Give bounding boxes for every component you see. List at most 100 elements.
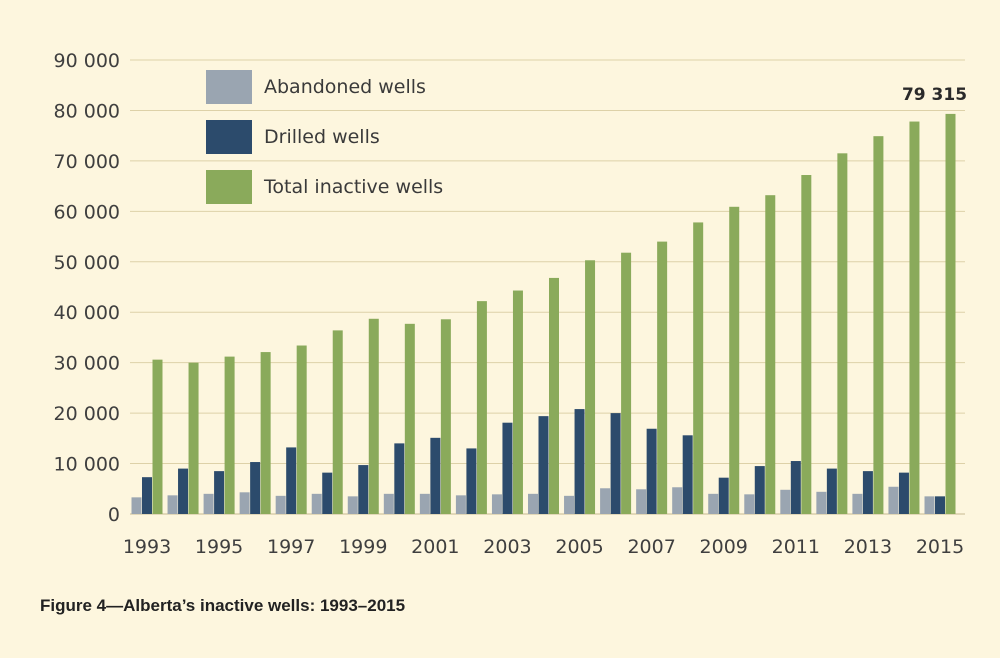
legend: Abandoned wells Drilled wells Total inacti… xyxy=(206,70,443,204)
bar-total-inactive-wells-1994 xyxy=(188,362,199,514)
bar-drilled-wells-2005 xyxy=(574,409,585,514)
legend-label: Total inactive wells xyxy=(263,176,443,198)
y-tick-label: 40 000 xyxy=(54,302,120,324)
bar-total-inactive-wells-1998 xyxy=(332,330,343,514)
bar-abandoned-wells-2011 xyxy=(780,489,791,514)
annotations: 79 315 xyxy=(902,85,967,105)
bar-abandoned-wells-1999 xyxy=(347,496,358,514)
x-tick-label: 2003 xyxy=(483,536,531,558)
legend-swatch xyxy=(206,170,252,204)
x-tick-label: 1999 xyxy=(339,536,387,558)
figure-caption: Figure 4—Alberta’s inactive wells: 1993–… xyxy=(40,596,406,615)
bar-drilled-wells-1997 xyxy=(286,447,297,514)
bar-abandoned-wells-1998 xyxy=(311,493,322,514)
bar-abandoned-wells-2015 xyxy=(924,496,935,514)
bar-abandoned-wells-2003 xyxy=(491,494,502,514)
bar-total-inactive-wells-2014 xyxy=(909,121,920,514)
bars xyxy=(131,113,956,515)
bar-abandoned-wells-2010 xyxy=(744,494,755,514)
bar-drilled-wells-1994 xyxy=(178,468,189,514)
x-tick-label: 2013 xyxy=(844,536,892,558)
bar-total-inactive-wells-2002 xyxy=(476,301,487,514)
x-tick-label: 2005 xyxy=(555,536,603,558)
bar-abandoned-wells-1995 xyxy=(203,493,214,514)
bar-abandoned-wells-1997 xyxy=(275,495,286,514)
y-axis-ticks: 0 10 000 20 000 30 000 40 000 50 000 60 000 70 … xyxy=(54,50,120,526)
legend-label: Drilled wells xyxy=(264,126,380,148)
bar-drilled-wells-2007 xyxy=(646,428,657,514)
bar-drilled-wells-2009 xyxy=(718,477,729,514)
bar-drilled-wells-2012 xyxy=(826,468,837,514)
bar-abandoned-wells-2014 xyxy=(888,486,899,514)
bar-drilled-wells-2002 xyxy=(466,448,477,514)
bar-total-inactive-wells-2015 xyxy=(945,113,956,514)
x-tick-label: 1997 xyxy=(267,536,315,558)
bar-abandoned-wells-2006 xyxy=(600,488,611,514)
bar-abandoned-wells-2000 xyxy=(383,493,394,514)
bar-abandoned-wells-2002 xyxy=(455,495,466,514)
y-tick-label: 0 xyxy=(108,504,120,526)
bar-abandoned-wells-2009 xyxy=(708,493,719,514)
bar-drilled-wells-2004 xyxy=(538,416,549,514)
bar-total-inactive-wells-2004 xyxy=(549,277,559,514)
data-label: 79 315 xyxy=(902,85,967,105)
bar-total-inactive-wells-2006 xyxy=(621,252,632,514)
y-tick-label: 20 000 xyxy=(54,403,120,425)
bar-abandoned-wells-1996 xyxy=(239,492,250,514)
x-tick-label: 2015 xyxy=(916,536,964,558)
y-tick-label: 30 000 xyxy=(54,353,120,375)
bar-total-inactive-wells-2003 xyxy=(512,290,523,514)
x-tick-label: 2001 xyxy=(411,536,459,558)
x-tick-label: 2007 xyxy=(627,536,675,558)
x-axis-ticks: 1993 1995 1997 1999 2001 2003 2005 2007 2009 2011… xyxy=(123,536,964,558)
bar-total-inactive-wells-2008 xyxy=(693,222,704,515)
bar-abandoned-wells-1994 xyxy=(167,495,178,514)
bar-abandoned-wells-1993 xyxy=(131,497,142,514)
bar-drilled-wells-2014 xyxy=(898,472,909,514)
legend-swatch xyxy=(206,70,252,104)
bar-abandoned-wells-2001 xyxy=(419,493,430,514)
bar-abandoned-wells-2004 xyxy=(528,493,538,514)
legend-swatch xyxy=(206,120,252,154)
bar-drilled-wells-1999 xyxy=(358,465,369,514)
bar-abandoned-wells-2012 xyxy=(816,491,827,514)
bar-total-inactive-wells-2007 xyxy=(657,241,668,514)
bar-total-inactive-wells-2009 xyxy=(729,206,740,514)
bar-total-inactive-wells-1995 xyxy=(224,356,235,514)
bar-total-inactive-wells-2011 xyxy=(801,175,812,514)
bar-abandoned-wells-2007 xyxy=(636,489,647,514)
bar-total-inactive-wells-2001 xyxy=(440,319,451,514)
bar-drilled-wells-2013 xyxy=(862,471,873,514)
bar-abandoned-wells-2008 xyxy=(672,487,683,514)
bar-total-inactive-wells-1993 xyxy=(152,359,163,514)
bar-drilled-wells-2001 xyxy=(430,437,441,514)
bar-total-inactive-wells-2000 xyxy=(404,323,415,514)
bar-drilled-wells-2010 xyxy=(754,466,765,514)
bar-abandoned-wells-2005 xyxy=(564,495,575,514)
bar-drilled-wells-1996 xyxy=(250,462,261,514)
bar-drilled-wells-2011 xyxy=(790,461,801,514)
y-tick-label: 80 000 xyxy=(54,100,120,122)
y-tick-label: 10 000 xyxy=(54,454,120,476)
bar-drilled-wells-1995 xyxy=(214,471,225,514)
x-tick-label: 1995 xyxy=(195,536,243,558)
x-tick-label: 1993 xyxy=(123,536,171,558)
bar-drilled-wells-1998 xyxy=(322,472,333,514)
y-tick-label: 50 000 xyxy=(54,252,120,274)
y-tick-label: 60 000 xyxy=(54,201,120,223)
legend-label: Abandoned wells xyxy=(264,76,426,98)
bar-drilled-wells-2000 xyxy=(394,443,405,514)
bar-total-inactive-wells-2005 xyxy=(585,260,596,514)
bar-drilled-wells-2008 xyxy=(682,435,693,514)
bar-total-inactive-wells-2012 xyxy=(837,153,848,515)
y-tick-label: 70 000 xyxy=(54,151,120,173)
x-tick-label: 2011 xyxy=(772,536,820,558)
bar-total-inactive-wells-1996 xyxy=(260,352,271,514)
bar-total-inactive-wells-2010 xyxy=(765,195,776,515)
y-tick-label: 90 000 xyxy=(54,50,120,72)
bar-total-inactive-wells-1997 xyxy=(296,345,307,514)
bar-drilled-wells-2015 xyxy=(935,496,945,514)
bar-total-inactive-wells-1999 xyxy=(368,318,379,514)
bar-total-inactive-wells-2013 xyxy=(873,136,884,514)
